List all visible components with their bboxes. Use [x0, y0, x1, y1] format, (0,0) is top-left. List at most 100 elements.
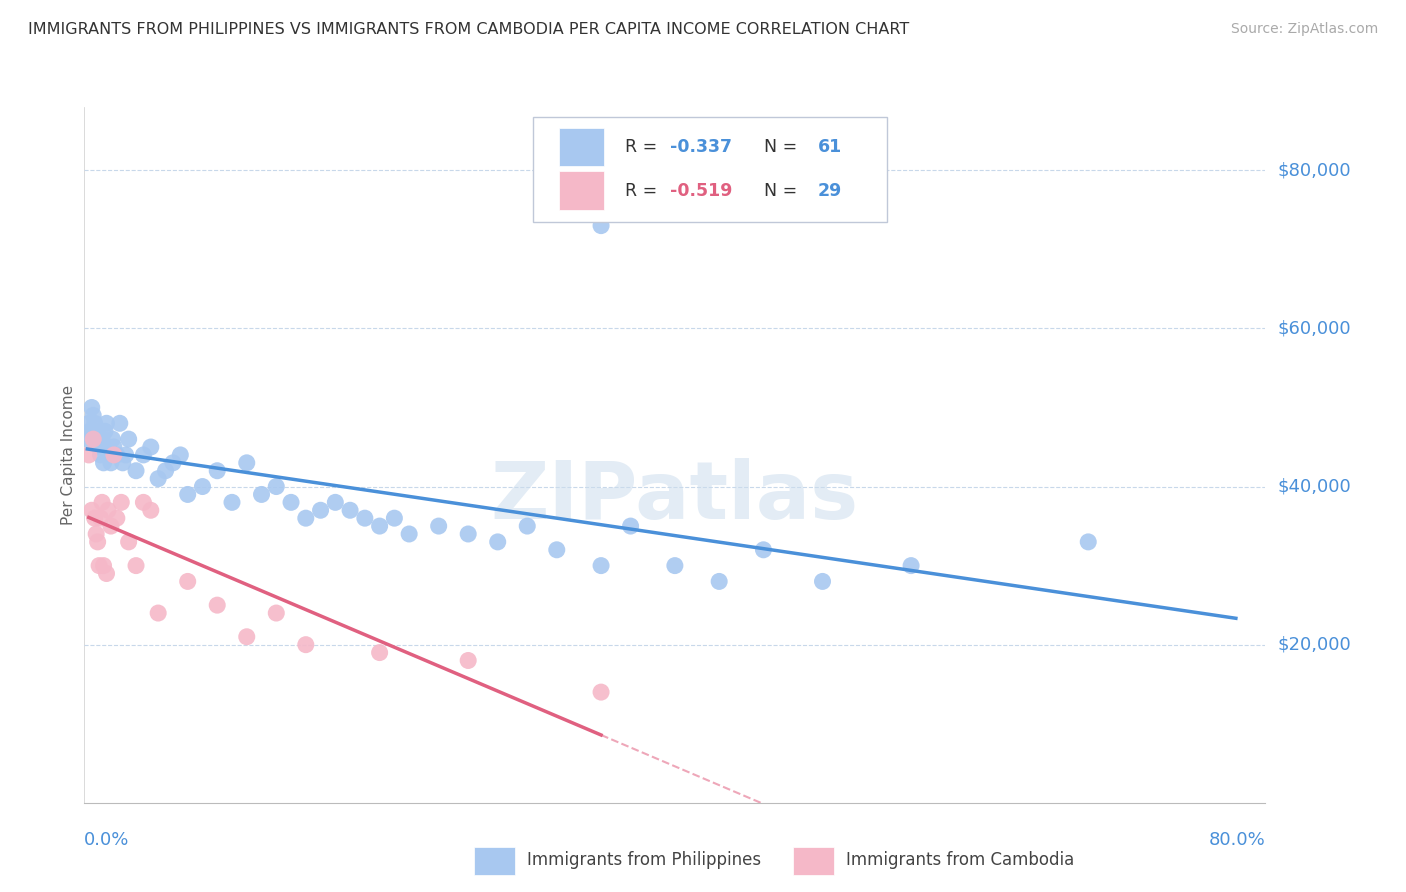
Point — [84, 432, 107, 446]
Point — [110, 495, 132, 509]
Point — [368, 646, 391, 660]
Point — [148, 606, 170, 620]
Point — [103, 440, 125, 454]
Point — [177, 487, 200, 501]
Point — [205, 598, 228, 612]
Point — [235, 630, 259, 644]
Point — [457, 653, 479, 667]
Point — [368, 519, 391, 533]
Point — [125, 464, 148, 478]
Point — [664, 558, 686, 573]
Text: R =: R = — [626, 182, 664, 200]
FancyBboxPatch shape — [793, 847, 834, 875]
Point — [709, 574, 731, 589]
Point — [94, 424, 117, 438]
Point — [132, 495, 155, 509]
Text: N =: N = — [752, 137, 803, 156]
Point — [169, 448, 191, 462]
Text: IMMIGRANTS FROM PHILIPPINES VS IMMIGRANTS FROM CAMBODIA PER CAPITA INCOME CORREL: IMMIGRANTS FROM PHILIPPINES VS IMMIGRANT… — [28, 22, 910, 37]
FancyBboxPatch shape — [474, 847, 516, 875]
Text: ZIPatlas: ZIPatlas — [491, 458, 859, 536]
Point — [591, 685, 613, 699]
Point — [382, 511, 406, 525]
Point — [221, 495, 243, 509]
Text: $60,000: $60,000 — [1277, 319, 1351, 337]
Point — [295, 638, 318, 652]
Point — [486, 535, 509, 549]
Point — [118, 535, 141, 549]
Point — [100, 519, 122, 533]
Text: 80.0%: 80.0% — [1209, 830, 1265, 848]
Point — [354, 511, 377, 525]
Point — [80, 503, 103, 517]
FancyBboxPatch shape — [533, 118, 887, 222]
Text: N =: N = — [752, 182, 803, 200]
Text: Source: ZipAtlas.com: Source: ZipAtlas.com — [1230, 22, 1378, 37]
Point — [80, 401, 103, 415]
Point — [83, 417, 105, 431]
Point — [132, 448, 155, 462]
Point — [87, 558, 111, 573]
Point — [77, 448, 100, 462]
Point — [97, 440, 120, 454]
Point — [427, 519, 450, 533]
Point — [264, 479, 288, 493]
Point — [295, 511, 318, 525]
Point — [752, 542, 775, 557]
Point — [91, 495, 114, 509]
Text: Immigrants from Cambodia: Immigrants from Cambodia — [846, 851, 1074, 869]
FancyBboxPatch shape — [560, 128, 605, 166]
Point — [125, 558, 148, 573]
Point — [76, 432, 98, 446]
Point — [235, 456, 259, 470]
Point — [264, 606, 288, 620]
Point — [457, 527, 479, 541]
Point — [93, 558, 115, 573]
Text: -0.337: -0.337 — [671, 137, 733, 156]
Point — [108, 417, 131, 431]
Point — [93, 456, 115, 470]
Point — [900, 558, 922, 573]
Point — [591, 219, 613, 233]
Point — [591, 558, 613, 573]
Point — [87, 440, 111, 454]
Point — [139, 440, 162, 454]
Point — [162, 456, 184, 470]
Point — [79, 424, 101, 438]
Point — [97, 503, 120, 517]
Point — [90, 511, 112, 525]
Point — [98, 448, 121, 462]
Point — [100, 456, 122, 470]
Point — [139, 503, 162, 517]
Point — [103, 448, 125, 462]
Point — [96, 566, 118, 581]
Point — [398, 527, 420, 541]
Text: $40,000: $40,000 — [1277, 477, 1351, 496]
Point — [83, 511, 105, 525]
Point — [86, 424, 108, 438]
Point — [619, 519, 641, 533]
Point — [323, 495, 347, 509]
Point — [86, 535, 108, 549]
Point — [280, 495, 302, 509]
Y-axis label: Per Capita Income: Per Capita Income — [60, 384, 76, 525]
Point — [114, 448, 136, 462]
Text: 29: 29 — [818, 182, 842, 200]
Point — [546, 542, 568, 557]
Point — [1077, 535, 1099, 549]
Text: $20,000: $20,000 — [1277, 636, 1351, 654]
Text: R =: R = — [626, 137, 664, 156]
Point — [191, 479, 214, 493]
Point — [118, 432, 141, 446]
Point — [811, 574, 834, 589]
Point — [105, 511, 128, 525]
Point — [205, 464, 228, 478]
Point — [82, 432, 104, 446]
Point — [77, 417, 100, 431]
Point — [105, 448, 128, 462]
Text: -0.519: -0.519 — [671, 182, 733, 200]
Text: 0.0%: 0.0% — [84, 830, 129, 848]
Point — [177, 574, 200, 589]
Point — [148, 472, 170, 486]
Point — [84, 527, 107, 541]
